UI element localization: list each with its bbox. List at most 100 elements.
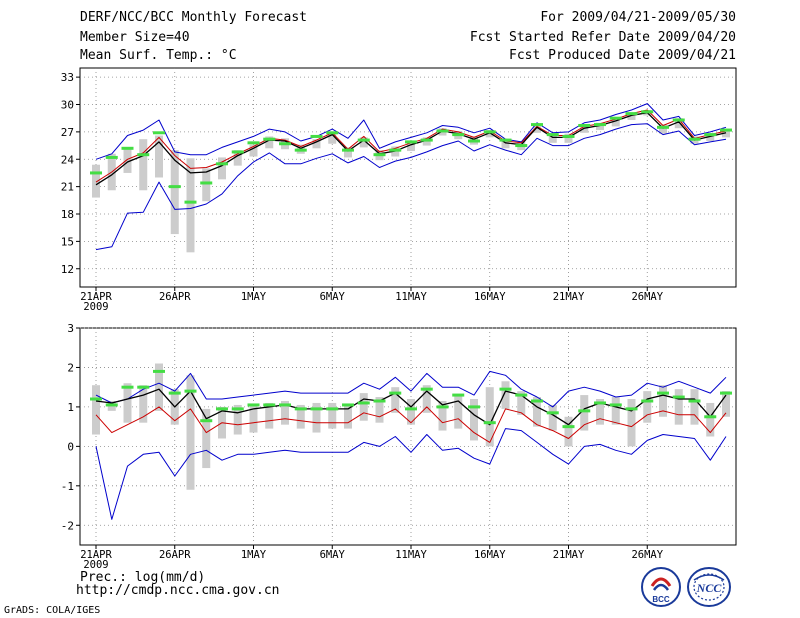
spread-bar xyxy=(580,125,589,133)
spread-bar xyxy=(249,404,258,433)
marker-point xyxy=(121,385,134,389)
x-tick-label: 11MAY xyxy=(395,549,427,561)
x-tick-label: 6MAY xyxy=(320,549,346,561)
spread-bar xyxy=(328,131,337,144)
spread-bar xyxy=(170,150,179,235)
marker-point xyxy=(153,369,165,373)
marker-point xyxy=(594,123,606,127)
plot-frame xyxy=(79,327,737,546)
marker-point xyxy=(342,148,354,152)
marker-point xyxy=(499,138,512,142)
spread-bar xyxy=(407,141,415,152)
spread-bar xyxy=(407,399,415,425)
spread-bar xyxy=(265,136,274,149)
x-tick-label: 21APR xyxy=(80,291,112,303)
min-envelope-line xyxy=(95,123,727,251)
precipitation-panel: -2 -1 0 1 2 3 21APR 26APR 1MAY 6MAY 11MAY 16MAY 21MA… xyxy=(61,322,737,585)
x-tick-label: 1MAY xyxy=(241,549,267,561)
marker-point xyxy=(405,140,417,144)
spread-bar xyxy=(454,395,463,429)
spread-bar xyxy=(139,385,148,423)
spread-bar xyxy=(123,383,132,423)
marker-point xyxy=(720,128,732,132)
ncc-logo-text: NCC xyxy=(696,581,723,595)
spread-bar xyxy=(186,375,195,490)
marker-point xyxy=(326,407,339,411)
y-tick-label: 27 xyxy=(61,126,74,139)
marker-point xyxy=(137,385,150,389)
marker-point xyxy=(483,421,496,425)
marker-point xyxy=(231,150,244,154)
marker-point xyxy=(294,148,307,152)
marker-point xyxy=(168,185,181,189)
spread-bar xyxy=(470,399,478,441)
marker-point xyxy=(200,181,213,185)
x-tick-label: 11MAY xyxy=(395,291,427,303)
forecast-period: For 2009/04/21-2009/05/30 xyxy=(540,10,736,25)
x-tick-label: 21MAY xyxy=(553,549,585,561)
y-tick-label: 33 xyxy=(61,71,74,84)
max-envelope-line xyxy=(95,103,727,160)
marker-point xyxy=(342,403,354,407)
ncc-logo-icon: NCC xyxy=(687,567,731,607)
marker-point xyxy=(436,129,449,133)
marker-point xyxy=(216,162,228,166)
bcc-logo-icon: BCC xyxy=(641,567,681,607)
spread-bar xyxy=(564,133,573,143)
y-tick-label: -1 xyxy=(61,480,74,493)
grads-credit: GrADS: COLA/IGES xyxy=(4,605,101,616)
marker-point xyxy=(704,415,717,419)
x-tick-label: 1MAY xyxy=(241,291,267,303)
marker-point xyxy=(420,387,433,391)
spread-bar xyxy=(328,402,337,429)
spread-bar xyxy=(485,387,494,447)
spread-bar xyxy=(564,416,573,447)
spread-bar xyxy=(344,147,352,158)
spread-bar xyxy=(611,397,620,425)
marker-point xyxy=(452,133,465,137)
spread-bar xyxy=(533,397,541,427)
marker-point xyxy=(389,148,402,152)
spread-bar xyxy=(659,385,667,417)
year-label: 2009 xyxy=(83,559,108,571)
spread-bar xyxy=(391,387,400,413)
max-envelope-line xyxy=(95,370,727,408)
forecast-started-date: Fcst Started Refer Date 2009/04/20 xyxy=(469,30,736,45)
spread-bar xyxy=(422,385,431,413)
x-tick-label: 6MAY xyxy=(320,291,346,303)
marker-point xyxy=(688,399,701,403)
spread-bar xyxy=(438,400,447,431)
spread-bar xyxy=(218,157,226,180)
marker-point xyxy=(609,116,622,120)
spread-bar xyxy=(375,397,384,423)
spread-bar xyxy=(202,168,211,202)
marker-point xyxy=(357,138,370,142)
source-url[interactable]: http://cmdp.ncc.cma.gov.cn xyxy=(76,583,280,598)
spread-bar xyxy=(627,399,636,447)
marker-point xyxy=(625,112,638,116)
spread-bar xyxy=(186,158,195,253)
y-tick-label: 18 xyxy=(61,208,74,221)
spread-bar xyxy=(690,389,699,425)
spread-bar xyxy=(265,402,274,429)
marker-point xyxy=(625,407,638,411)
marker-point xyxy=(200,419,213,423)
marker-point xyxy=(515,144,528,148)
marker-point xyxy=(231,407,244,411)
marker-point xyxy=(294,407,307,411)
marker-point xyxy=(121,146,134,150)
member-size-label: Member Size=40 xyxy=(80,30,190,45)
y-tick-label: 1 xyxy=(67,401,74,414)
x-tick-label: 26MAY xyxy=(631,291,663,303)
marker-point xyxy=(216,407,228,411)
y-tick-label: 2 xyxy=(67,361,74,374)
x-tick-label: 21APR xyxy=(80,549,112,561)
marker-point xyxy=(562,425,575,429)
spread-bar xyxy=(202,408,211,469)
spread-bar xyxy=(344,404,352,429)
spread-bar xyxy=(627,112,636,121)
marker-point xyxy=(326,131,339,135)
marker-point xyxy=(657,391,669,395)
ensemble-mean-line xyxy=(95,388,727,426)
spread-bar xyxy=(312,139,321,149)
